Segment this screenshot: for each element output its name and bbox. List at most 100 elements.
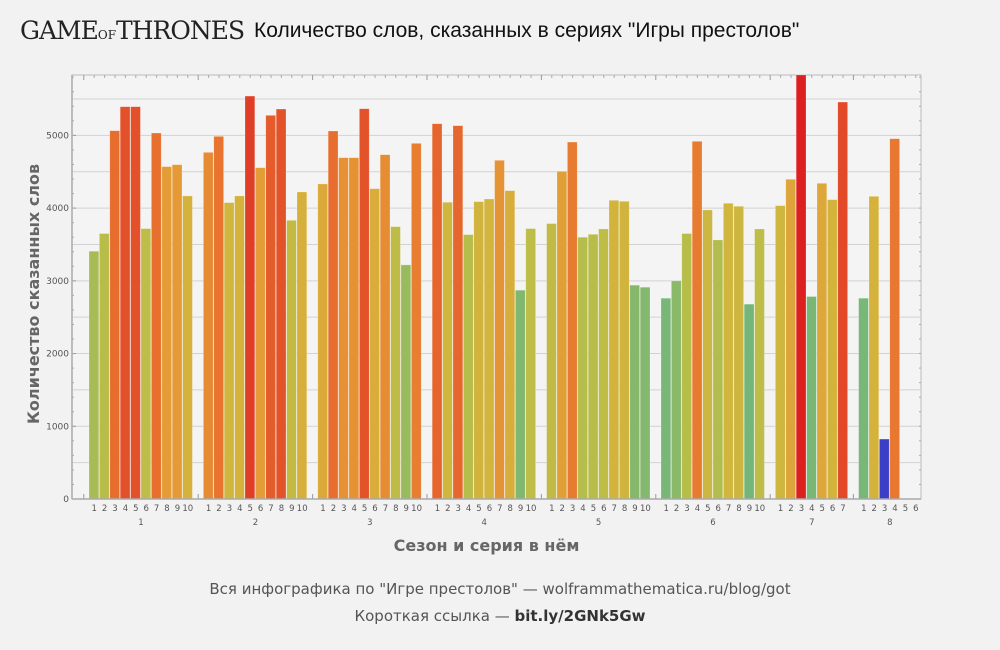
- season-label: 5: [596, 518, 601, 528]
- episode-tick-label: 10: [526, 504, 537, 514]
- episode-tick-label: 10: [754, 504, 765, 514]
- bar-s7-e5: [816, 182, 828, 500]
- episode-tick-label: 2: [788, 504, 793, 514]
- episode-tick-label: 8: [736, 504, 741, 514]
- episode-tick-label: 7: [611, 504, 616, 514]
- episode-tick-label: 9: [289, 504, 294, 514]
- bar-s2-e1: [203, 152, 214, 500]
- episode-tick-label: 10: [411, 504, 422, 514]
- bar-s3-e7: [379, 154, 391, 500]
- episode-tick-label: 5: [247, 504, 252, 514]
- bar-s3-e9: [400, 264, 412, 500]
- bar-s1-e5: [130, 106, 141, 500]
- episode-tick-label: 4: [351, 504, 356, 514]
- bar-s1-e3: [109, 130, 120, 500]
- x-axis-label: Сезон и серия в нём: [394, 536, 580, 555]
- episode-tick-label: 3: [684, 504, 689, 514]
- episode-tick-label: 6: [372, 504, 377, 514]
- bar-s4-e1: [431, 123, 443, 500]
- episode-tick-label: 3: [799, 504, 804, 514]
- bar-s2-e9: [286, 220, 297, 500]
- bar-s1-e2: [99, 233, 110, 500]
- season-label: 6: [710, 518, 715, 528]
- season-label: 3: [367, 518, 372, 528]
- episode-tick-label: 8: [507, 504, 512, 514]
- bar-s4-e3: [452, 125, 464, 500]
- footer-line-2: Короткая ссылка — bit.ly/2GNk5Gw: [0, 607, 1000, 625]
- bar-s1-e9: [171, 164, 183, 500]
- episode-tick-label: 2: [674, 504, 679, 514]
- bar-s7-e2: [785, 178, 796, 500]
- bar-s6-e6: [712, 239, 724, 500]
- bar-s2-e3: [223, 202, 235, 500]
- bar-s6-e4: [691, 141, 703, 500]
- bar-s5-e8: [619, 201, 630, 500]
- bar-s7-e7: [837, 101, 848, 500]
- y-tick-label: 0: [63, 495, 69, 505]
- episode-tick-label: 3: [341, 504, 346, 514]
- bar-s5-e7: [608, 200, 620, 500]
- episode-tick-label: 7: [154, 504, 159, 514]
- bar-s6-e10: [754, 228, 765, 500]
- episode-tick-label: 1: [663, 504, 668, 514]
- bar-s5-e5: [587, 233, 599, 500]
- y-tick-label: 2000: [46, 350, 69, 360]
- episode-tick-label: 6: [601, 504, 606, 514]
- bar-s5-e9: [629, 284, 640, 500]
- bar-s5-e10: [639, 286, 651, 500]
- bar-s4-e5: [473, 201, 484, 500]
- bar-s4-e7: [494, 160, 505, 500]
- episode-tick-label: 2: [871, 504, 876, 514]
- episode-tick-label: 7: [497, 504, 502, 514]
- season-label: 8: [887, 518, 892, 528]
- episode-tick-label: 3: [882, 504, 887, 514]
- bar-s6-e3: [681, 233, 692, 500]
- bar-s2-e6: [255, 167, 266, 500]
- episode-tick-label: 8: [164, 504, 169, 514]
- episode-tick-label: 5: [133, 504, 138, 514]
- episode-tick-label: 4: [466, 504, 471, 514]
- episode-tick-label: 3: [112, 504, 117, 514]
- bar-s3-e4: [348, 157, 360, 500]
- bar-s2-e2: [213, 136, 224, 500]
- bar-s8-e3: [879, 438, 890, 500]
- bar-s6-e8: [733, 205, 744, 500]
- bar-s1-e10: [182, 195, 193, 500]
- footer-short-link[interactable]: bit.ly/2GNk5Gw: [514, 607, 646, 625]
- bar-s2-e4: [234, 195, 245, 500]
- bar-s1-e6: [140, 228, 152, 500]
- footer-short-link-label: Короткая ссылка —: [354, 607, 515, 625]
- episode-tick-label: 2: [216, 504, 221, 514]
- episode-tick-label: 1: [91, 504, 96, 514]
- bar-s6-e9: [743, 303, 755, 500]
- episode-tick-label: 9: [518, 504, 523, 514]
- episode-tick-label: 4: [123, 504, 128, 514]
- episode-tick-label: 10: [297, 504, 308, 514]
- episode-tick-label: 1: [778, 504, 783, 514]
- episode-tick-label: 5: [591, 504, 596, 514]
- bar-s8-e2: [868, 196, 880, 500]
- bar-s8-e1: [858, 297, 869, 500]
- episode-tick-label: 7: [383, 504, 388, 514]
- episode-tick-label: 7: [726, 504, 731, 514]
- bar-s5-e3: [567, 141, 578, 500]
- episode-tick-label: 4: [892, 504, 897, 514]
- episode-tick-label: 4: [809, 504, 814, 514]
- bar-s3-e3: [338, 157, 349, 500]
- episode-tick-label: 5: [362, 504, 367, 514]
- episode-tick-label: 2: [445, 504, 450, 514]
- bar-s1-e8: [161, 166, 172, 500]
- bar-s4-e10: [525, 228, 536, 500]
- episode-tick-label: 5: [476, 504, 481, 514]
- bar-s5-e4: [577, 236, 588, 500]
- episode-tick-label: 5: [705, 504, 710, 514]
- y-tick-label: 5000: [46, 131, 69, 141]
- episode-tick-label: 6: [487, 504, 492, 514]
- bar-s2-e7: [265, 115, 276, 500]
- bar-s1-e1: [88, 250, 100, 500]
- episode-tick-label: 2: [102, 504, 107, 514]
- episode-tick-label: 4: [237, 504, 242, 514]
- episode-tick-label: 1: [861, 504, 866, 514]
- bar-s1-e4: [119, 106, 131, 500]
